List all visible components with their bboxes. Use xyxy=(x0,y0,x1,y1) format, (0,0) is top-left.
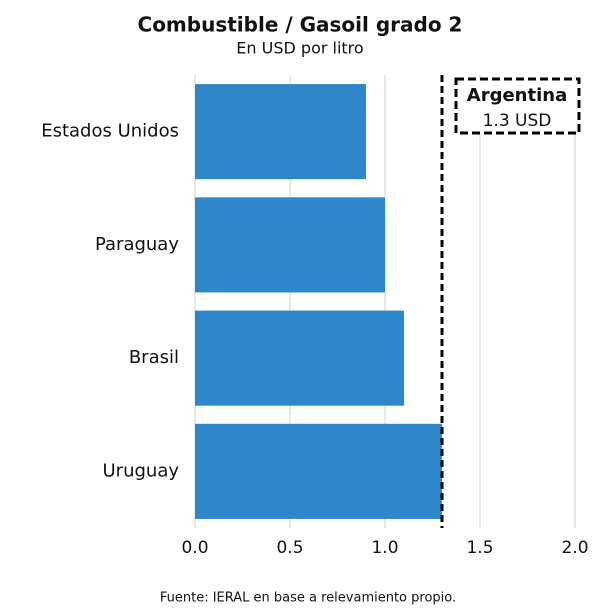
bar xyxy=(195,423,442,519)
x-tick-label: 1.0 xyxy=(371,538,398,558)
chart-title: Combustible / Gasoil grado 2 xyxy=(138,13,463,37)
source-note: Fuente: IERAL en base a relevamiento pro… xyxy=(160,591,456,606)
chart-subtitle: En USD por litro xyxy=(236,39,363,58)
annotation-sublabel: 1.3 USD xyxy=(483,111,552,131)
bar xyxy=(195,197,385,293)
annotation-box xyxy=(454,77,581,135)
bar xyxy=(195,84,366,180)
x-tick-label: 2.0 xyxy=(561,538,588,558)
y-tick-label: Uruguay xyxy=(103,460,180,481)
y-tick-label: Paraguay xyxy=(95,234,179,255)
x-tick-label: 0.5 xyxy=(276,538,303,558)
annotation-label: Argentina xyxy=(467,85,567,106)
x-tick-label: 0.0 xyxy=(181,538,208,558)
bar xyxy=(195,310,404,406)
y-tick-label: Brasil xyxy=(129,347,179,368)
y-tick-label: Estados Unidos xyxy=(41,121,179,142)
x-tick-label: 1.5 xyxy=(466,538,493,558)
